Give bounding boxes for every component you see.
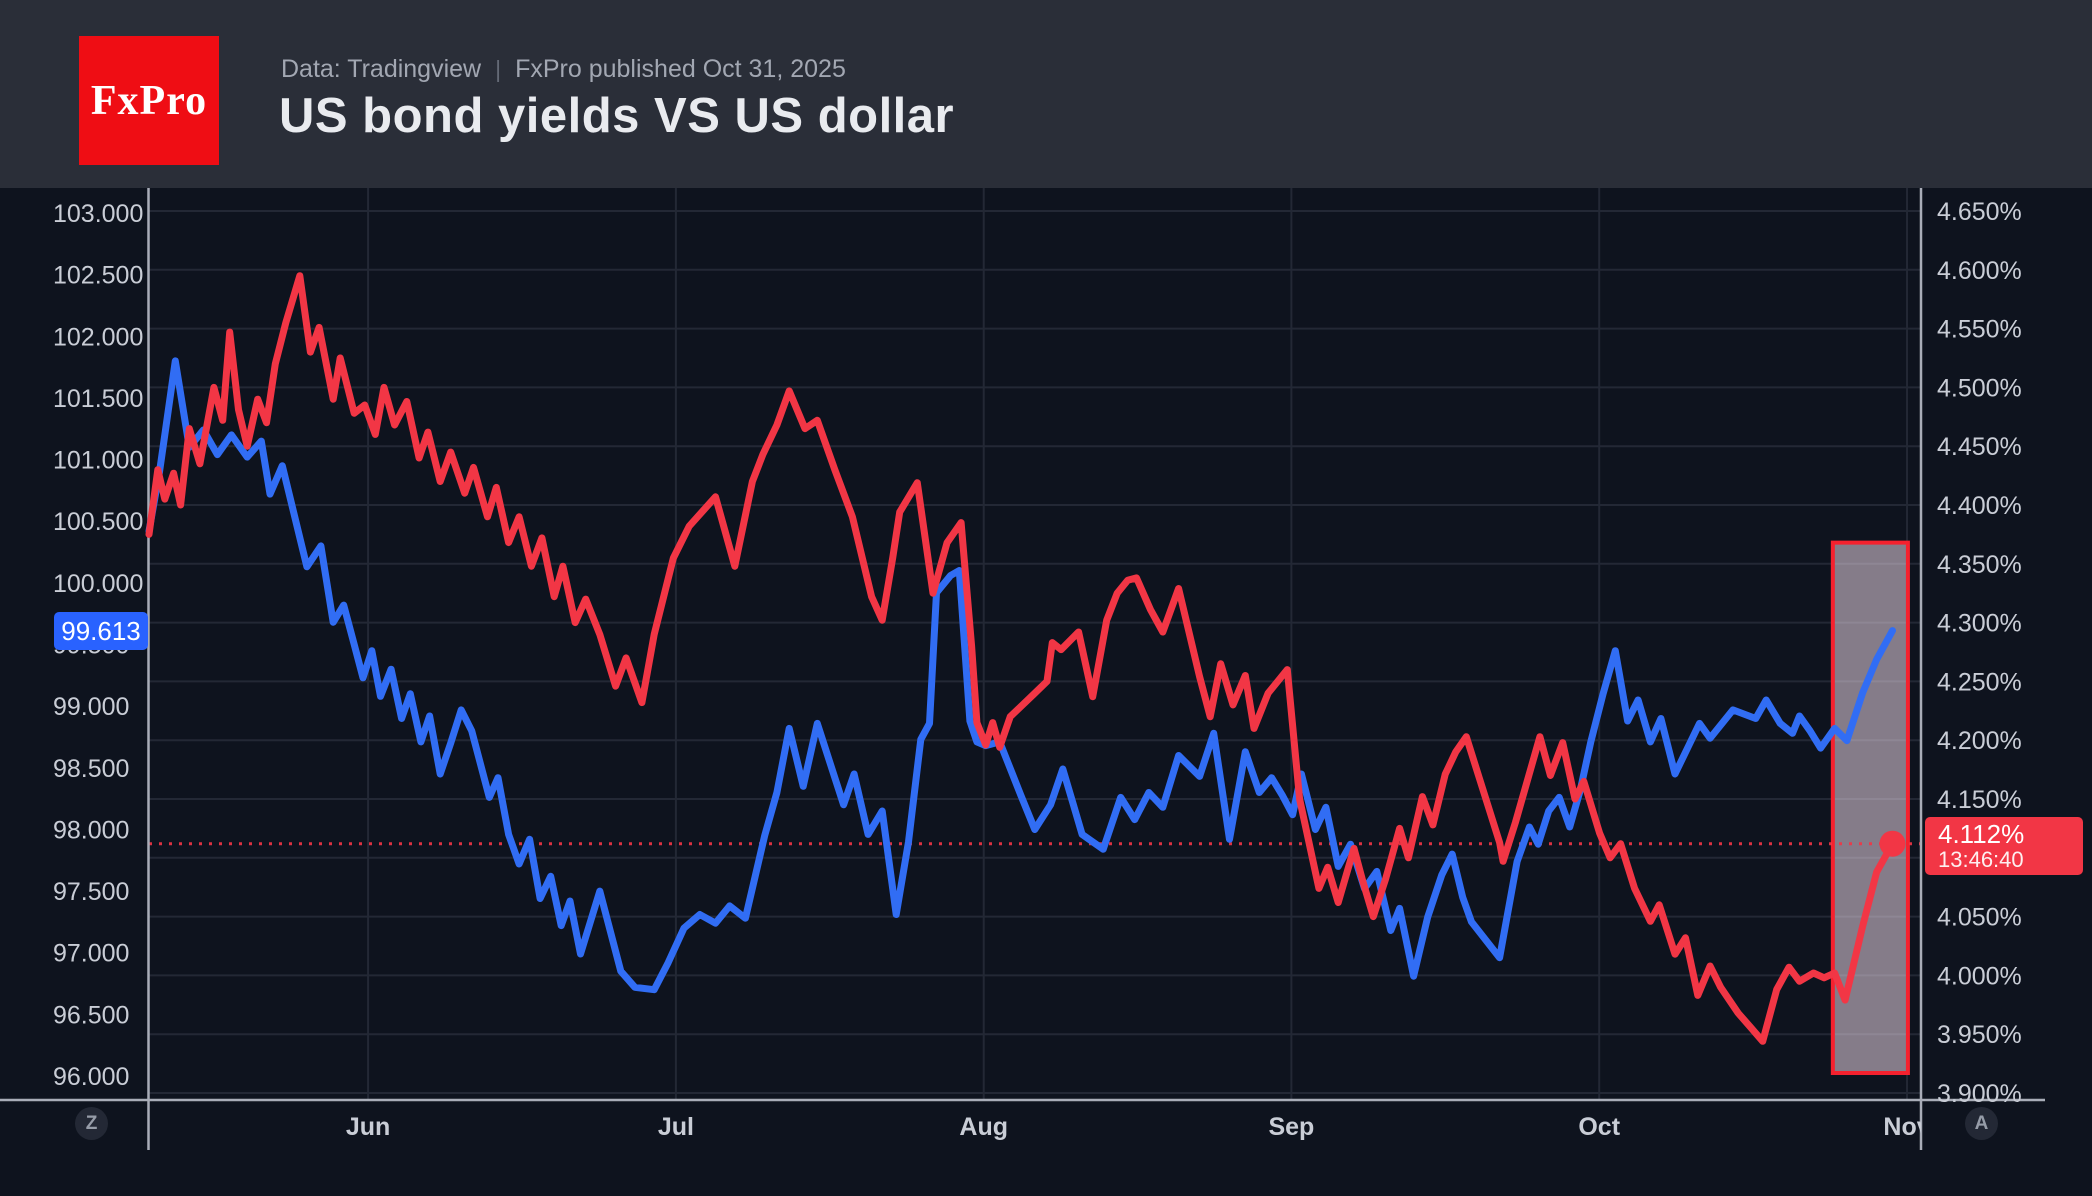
right-axis-tick-label: 4.350% <box>1937 551 2022 579</box>
right-axis-tick-label: 4.500% <box>1937 374 2022 402</box>
yield-series-line <box>145 272 1896 1045</box>
left-axis-tick-label: 102.500 <box>53 262 143 290</box>
published-text: FxPro published Oct 31, 2025 <box>515 55 846 83</box>
page-title: US bond yields VS US dollar <box>279 89 955 143</box>
month-label: Nov <box>1883 1113 1930 1141</box>
right-axis-tick-label: 4.200% <box>1937 727 2022 755</box>
time-axis-labels: Jun Jul Aug Sep Oct Nov <box>346 1113 1930 1141</box>
month-label: Aug <box>959 1113 1008 1141</box>
right-axis-tick-label: 3.950% <box>1937 1021 2022 1049</box>
month-label: Jul <box>658 1113 694 1141</box>
right-axis-tick-label: 4.550% <box>1937 316 2022 344</box>
fxpro-logo-text: FxPro <box>90 77 208 124</box>
dollar-last-price-value: 99.613 <box>61 615 141 646</box>
left-axis-tick-label: 98.500 <box>53 755 129 783</box>
left-axis-tick-label: 97.500 <box>53 878 129 906</box>
dollar-last-price-label: 99.613 <box>54 612 148 650</box>
month-label: Sep <box>1268 1113 1314 1141</box>
month-label: Jun <box>346 1113 390 1141</box>
right-axis-tick-label: 4.400% <box>1937 492 2022 520</box>
right-axis-tick-label: 4.000% <box>1937 962 2022 990</box>
right-axis-tick-label: 4.250% <box>1937 668 2022 696</box>
dollar-series-line <box>145 357 1896 994</box>
right-axis-tick-label: 4.450% <box>1937 433 2022 461</box>
left-axis-tick-label: 98.000 <box>53 816 129 844</box>
left-axis-tick-label: 101.500 <box>53 385 143 413</box>
auto-scale-button[interactable]: A <box>1965 1107 1998 1140</box>
source-separator: | <box>495 56 502 82</box>
left-axis-tick-label: 100.500 <box>53 508 143 536</box>
left-axis-tick-label: 99.000 <box>53 693 129 721</box>
right-axis-tick-label: 4.150% <box>1937 786 2022 814</box>
left-axis-tick-label: 103.000 <box>53 200 143 228</box>
left-axis-tick-label: 96.000 <box>53 1063 129 1091</box>
source-line: Data: Tradingview | FxPro published Oct 31… <box>281 55 846 84</box>
right-axis-tick-label: 4.600% <box>1937 257 2022 285</box>
timezone-button[interactable]: Z <box>75 1107 108 1140</box>
right-axis-tick-label: 4.050% <box>1937 904 2022 932</box>
yield-last-price-time: 13:46:40 <box>1938 847 2024 873</box>
month-label: Oct <box>1578 1113 1620 1141</box>
yield-last-price-label: 4.112% 13:46:40 <box>1925 817 2083 875</box>
yield-last-price-value: 4.112% <box>1938 818 2025 849</box>
left-axis-tick-label: 96.500 <box>53 1001 129 1029</box>
header-bar: FxPro Data: Tradingview | FxPro published … <box>0 0 2092 188</box>
right-axis-tick-label: 4.650% <box>1937 198 2022 226</box>
left-axis-tick-label: 101.000 <box>53 447 143 475</box>
left-axis-tick-label: 100.000 <box>53 570 143 598</box>
data-source-text: Data: Tradingview <box>281 55 482 83</box>
left-axis-tick-label: 97.000 <box>53 940 129 968</box>
right-axis-tick-label: 3.900% <box>1937 1080 2022 1108</box>
left-axis-tick-label: 102.000 <box>53 323 143 351</box>
right-axis-tick-label: 4.300% <box>1937 610 2022 638</box>
yield-last-point-dot <box>1879 830 1906 857</box>
fxpro-logo: FxPro <box>79 36 219 165</box>
